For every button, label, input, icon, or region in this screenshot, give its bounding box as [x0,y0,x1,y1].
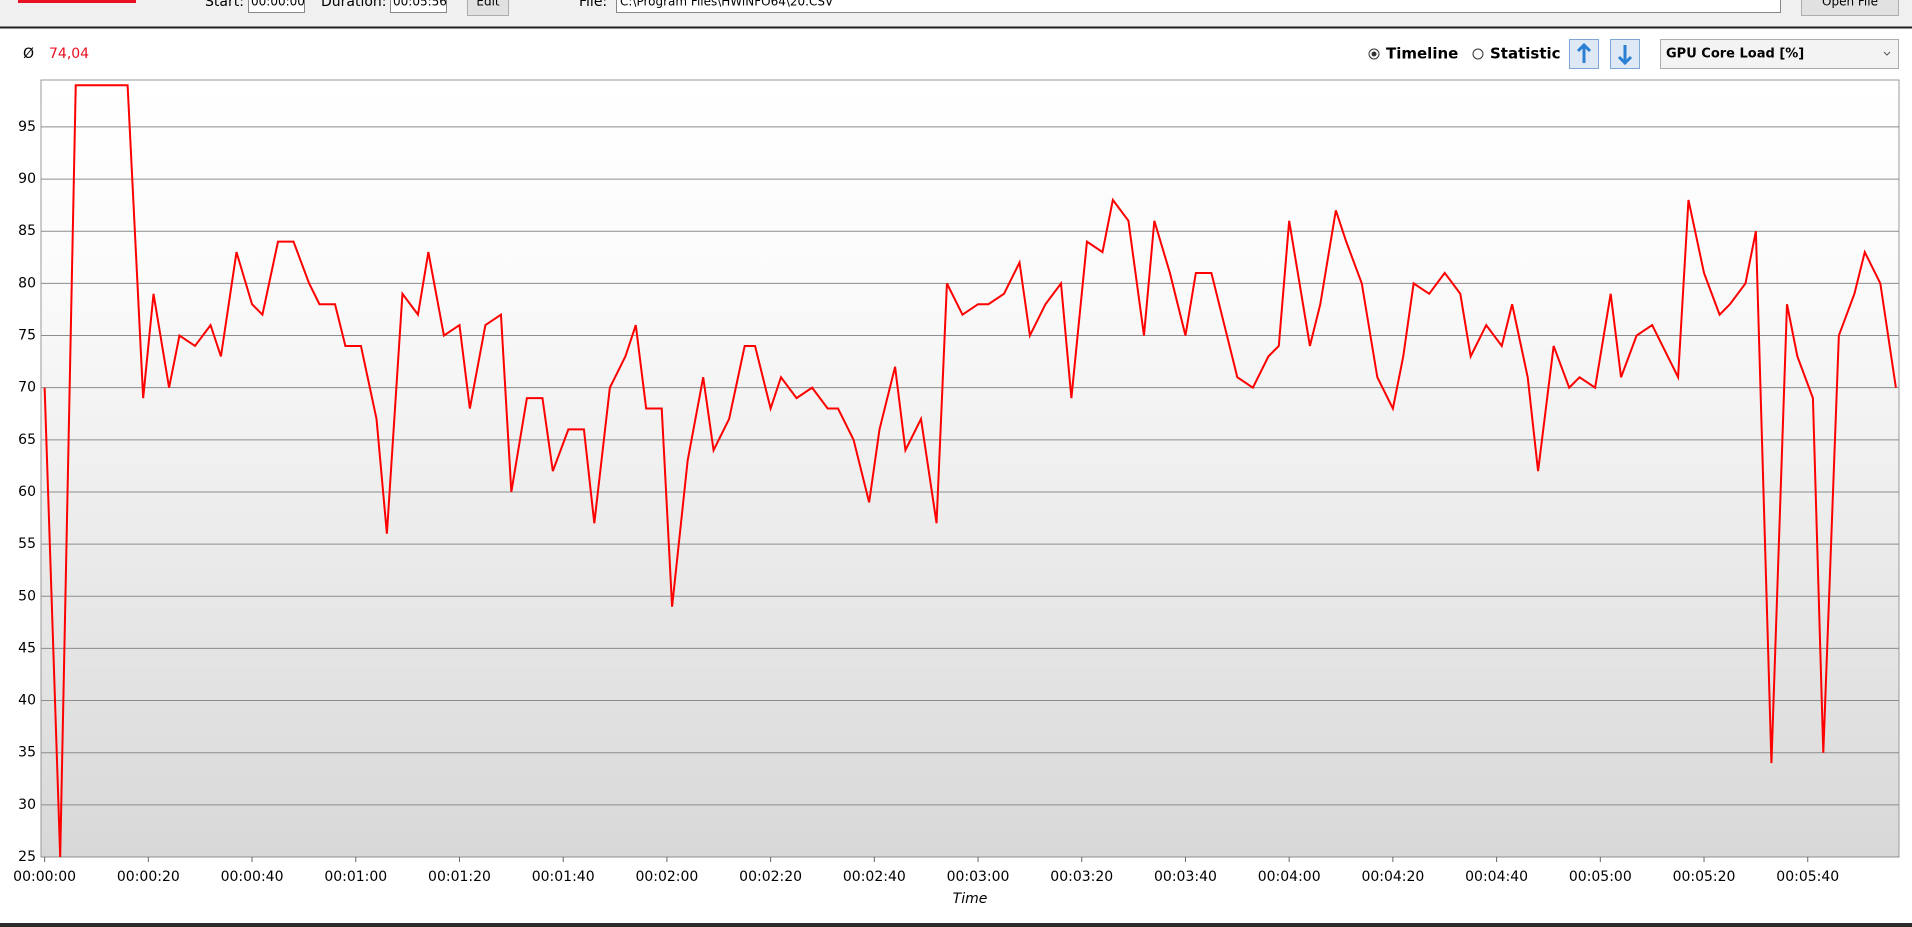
y-tick-label: 65 [18,432,36,448]
taskbar-edge [0,923,1912,927]
open-file-button[interactable] [1801,0,1899,16]
y-tick-label: 40 [18,693,36,709]
y-tick-label: 85 [18,223,36,239]
edit-button[interactable] [467,0,509,16]
x-tick-label: 00:05:00 [1569,869,1632,885]
plot-area [40,79,1900,858]
down-arrow-icon [1617,45,1633,66]
sensor-dropdown-value: GPU Core Load [%] [1666,47,1804,62]
y-tick-label: 70 [18,380,36,396]
average-symbol: Ø [23,46,34,62]
x-tick-label: 00:00:00 [13,869,76,885]
y-tick-label: 75 [18,328,36,344]
x-tick-label: 00:01:20 [428,869,491,885]
y-tick-label: 55 [18,536,36,552]
x-tick-label: 00:04:20 [1361,869,1424,885]
y-tick-label: 45 [18,640,36,656]
up-arrow-icon [1576,42,1592,63]
timeline-radio-dot [1371,51,1377,57]
start-input[interactable] [248,0,305,13]
average-value: 74,04 [49,46,89,62]
file-value: C:\Program Files\HWiNFO64\20.CSV [620,0,834,9]
x-tick-label: 00:03:20 [1050,869,1113,885]
file-label: File: [579,0,607,10]
x-tick-label: 00:03:40 [1154,869,1217,885]
chart: 25 30 35 40 45 50 55 60 65 70 75 80 85 90 95 00:00:00 00… [13,84,1899,907]
x-tick-label: 00:05:40 [1776,869,1839,885]
x-tick-label: 00:00:20 [117,869,180,885]
logo-strip [18,0,136,3]
x-tick-label: 00:00:40 [221,869,284,885]
statistic-label[interactable]: Statistic [1490,45,1561,63]
edit-button-label: Edit [476,0,500,9]
x-tick-label: 00:04:00 [1258,869,1321,885]
dropdown-chevron [1883,51,1891,56]
x-tick-label: 00:02:00 [635,869,698,885]
y-tick-label: 60 [18,484,36,500]
duration-label: Duration: [321,0,387,10]
y-tick-label: 50 [18,588,36,604]
y-tick-label: 35 [18,745,36,761]
statistic-radio[interactable] [1472,48,1484,60]
y-tick-label: 90 [18,171,36,187]
data-line [43,84,1897,858]
x-tick-label: 00:02:20 [739,869,802,885]
duration-input[interactable] [390,0,447,13]
start-value: 00:00:00 [251,0,305,9]
file-input[interactable] [616,0,1781,13]
x-tick-label: 00:02:40 [843,869,906,885]
x-tick-label: 00:04:40 [1465,869,1528,885]
timeline-label[interactable]: Timeline [1386,45,1458,63]
y-tick-label: 95 [18,119,36,135]
x-axis-title: Time [953,891,988,907]
duration-value: 00:05:56 [393,0,447,9]
y-tick-label: 80 [18,275,36,291]
y-tick-label: 25 [18,849,36,865]
x-tick-label: 00:05:20 [1673,869,1736,885]
sensor-dropdown[interactable] [1660,39,1899,69]
start-label: Start: [205,0,244,10]
open-file-label: Open File [1822,0,1878,9]
y-tick-label: 30 [18,797,36,813]
x-tick-label: 00:01:00 [324,869,387,885]
x-tick-label: 00:03:00 [947,869,1010,885]
x-tick-label: 00:01:40 [532,869,595,885]
